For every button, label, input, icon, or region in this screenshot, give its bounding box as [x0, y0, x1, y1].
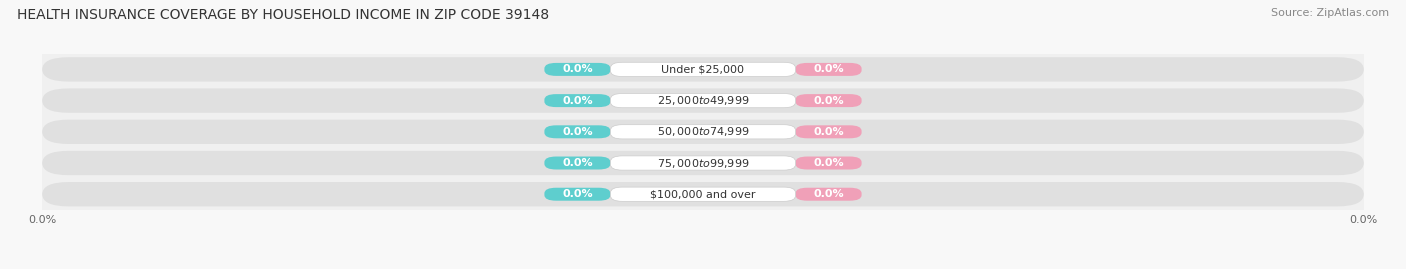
Text: 0.0%: 0.0%	[562, 64, 593, 75]
Text: 0.0%: 0.0%	[813, 127, 844, 137]
Text: 0.0%: 0.0%	[562, 189, 593, 199]
Text: Under $25,000: Under $25,000	[661, 64, 745, 75]
FancyBboxPatch shape	[796, 188, 862, 201]
FancyBboxPatch shape	[796, 94, 862, 107]
FancyBboxPatch shape	[610, 156, 796, 170]
FancyBboxPatch shape	[610, 94, 796, 108]
Text: 0.0%: 0.0%	[562, 95, 593, 106]
Text: $100,000 and over: $100,000 and over	[650, 189, 756, 199]
FancyBboxPatch shape	[544, 188, 610, 201]
FancyBboxPatch shape	[544, 125, 610, 138]
Text: 0.0%: 0.0%	[562, 127, 593, 137]
Text: 0.0%: 0.0%	[562, 158, 593, 168]
FancyBboxPatch shape	[42, 151, 1364, 175]
FancyBboxPatch shape	[42, 120, 1364, 144]
FancyBboxPatch shape	[544, 63, 610, 76]
FancyBboxPatch shape	[796, 125, 862, 138]
FancyBboxPatch shape	[610, 62, 796, 76]
FancyBboxPatch shape	[42, 182, 1364, 206]
FancyBboxPatch shape	[544, 94, 610, 107]
Text: 0.0%: 0.0%	[813, 189, 844, 199]
FancyBboxPatch shape	[796, 63, 862, 76]
FancyBboxPatch shape	[42, 57, 1364, 82]
FancyBboxPatch shape	[544, 157, 610, 169]
Text: HEALTH INSURANCE COVERAGE BY HOUSEHOLD INCOME IN ZIP CODE 39148: HEALTH INSURANCE COVERAGE BY HOUSEHOLD I…	[17, 8, 548, 22]
FancyBboxPatch shape	[42, 89, 1364, 113]
Text: $50,000 to $74,999: $50,000 to $74,999	[657, 125, 749, 138]
Text: 0.0%: 0.0%	[813, 158, 844, 168]
FancyBboxPatch shape	[610, 125, 796, 139]
Text: $25,000 to $49,999: $25,000 to $49,999	[657, 94, 749, 107]
Text: Source: ZipAtlas.com: Source: ZipAtlas.com	[1271, 8, 1389, 18]
Text: 0.0%: 0.0%	[813, 95, 844, 106]
FancyBboxPatch shape	[610, 187, 796, 201]
Text: $75,000 to $99,999: $75,000 to $99,999	[657, 157, 749, 169]
Text: 0.0%: 0.0%	[813, 64, 844, 75]
FancyBboxPatch shape	[796, 157, 862, 169]
